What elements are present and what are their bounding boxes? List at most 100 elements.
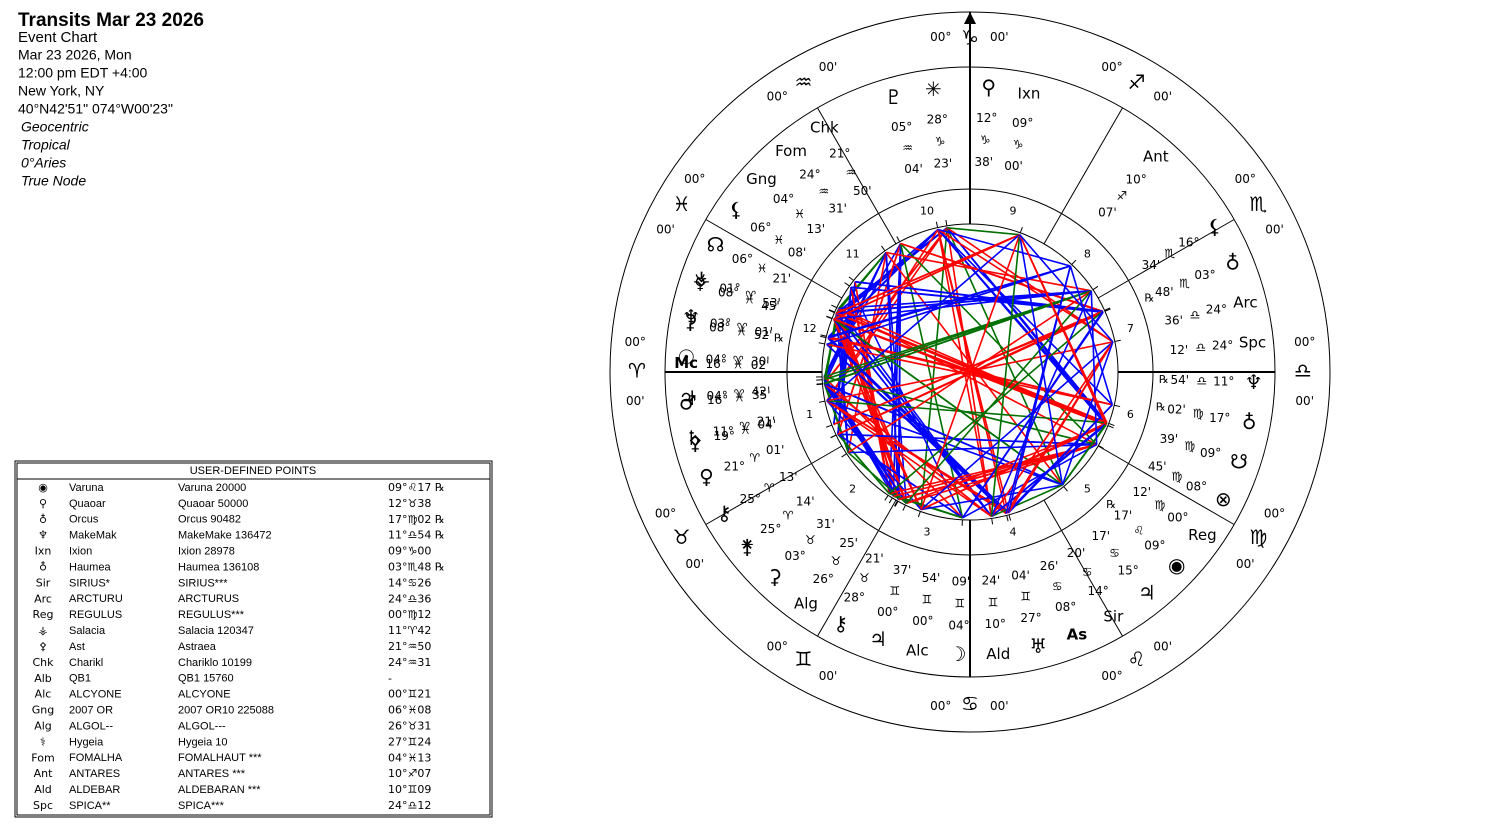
- row-desc: Salacia 120347: [178, 625, 254, 637]
- row-name: Salacia: [69, 625, 106, 637]
- row-desc: Hygeia 10: [178, 736, 228, 748]
- body-minute: 31': [828, 201, 847, 215]
- aspect-line: [837, 433, 890, 495]
- body-degree: 09°: [1144, 539, 1165, 553]
- body-minute: 30': [751, 355, 770, 369]
- body-tick: [935, 221, 939, 228]
- aspect-line: [835, 313, 850, 453]
- body-tick: [884, 495, 889, 501]
- body-label: Fom: [775, 142, 807, 160]
- body-tick: [841, 453, 847, 458]
- row-name: Ast: [69, 641, 85, 653]
- body-label: ☊: [707, 232, 725, 256]
- sign-bg: [959, 694, 981, 716]
- body-sign: ♓: [733, 357, 744, 371]
- cusp-degree: 00°: [655, 506, 676, 520]
- row-name: FOMALHA: [69, 752, 123, 764]
- sign-glyph: ♊: [795, 647, 813, 671]
- aspect-line: [833, 233, 1020, 321]
- body-minute: 07': [1098, 206, 1117, 220]
- body-sign: ♊: [955, 596, 966, 610]
- row-abbr: Ixn: [35, 545, 52, 558]
- aspect-line: [826, 234, 1021, 402]
- aspect-line: [990, 234, 1021, 517]
- sign-glyph: ♉: [673, 525, 691, 549]
- title: Transits Mar 23 2026: [18, 10, 204, 31]
- row-pos: 11°♈42: [388, 624, 431, 637]
- row-desc: 2007 OR10 225088: [178, 705, 274, 717]
- cusp-degree: 00°: [930, 30, 951, 44]
- body-retro: ℞: [1145, 291, 1155, 304]
- body-sign: ♌: [1133, 524, 1144, 538]
- row-abbr: ♆: [38, 529, 48, 542]
- body-tick: [1114, 339, 1121, 342]
- house-number: 12: [803, 322, 817, 335]
- aspect-line: [826, 399, 1107, 424]
- body-degree: 06°: [732, 252, 753, 266]
- body-sign: ♋: [1109, 546, 1120, 560]
- cusp-minute: 00': [990, 30, 1009, 44]
- row-abbr: ♁: [39, 513, 47, 526]
- body-minute: 04': [1011, 568, 1030, 582]
- row-desc: Haumea 136108: [178, 561, 259, 573]
- row-desc: Varuna 20000: [178, 482, 246, 494]
- row-name: Varuna: [69, 482, 105, 494]
- body-minute: 54': [922, 571, 941, 585]
- aspect-line: [836, 289, 1092, 315]
- house-cusp: [1097, 445, 1235, 525]
- header-setting: Geocentric: [21, 119, 89, 135]
- row-desc: Ixion 28978: [178, 546, 235, 558]
- body-minute: 21': [773, 271, 792, 285]
- body-degree: 09°: [1012, 116, 1033, 130]
- sign-glyph: ♋: [961, 692, 979, 716]
- row-abbr: Alc: [35, 688, 52, 701]
- house-cusp: [705, 219, 843, 299]
- body-tick: [826, 424, 833, 428]
- body-tick: [844, 282, 850, 287]
- sign-bg: [1292, 361, 1314, 383]
- house-number: 2: [849, 482, 856, 495]
- body-tick: [1107, 425, 1114, 429]
- sign-bg: [670, 527, 693, 550]
- body-label: Gng: [746, 170, 777, 188]
- house-cusp: [817, 107, 897, 245]
- house-number: 6: [1127, 408, 1134, 421]
- body-tick: [830, 434, 837, 439]
- aspect-line: [826, 265, 1071, 346]
- row-pos: 00°♊21: [388, 688, 431, 701]
- cusp-degree: 00°: [767, 89, 788, 103]
- body-minute: 48': [1155, 285, 1174, 299]
- body-sign: ♎: [1196, 374, 1207, 388]
- aspect-line: [826, 400, 992, 518]
- row-name: Orcus: [69, 514, 99, 526]
- header-line: Mar 23 2026, Mon: [18, 47, 132, 63]
- aspect-line: [1061, 341, 1114, 486]
- body-sign: ♈: [734, 387, 745, 401]
- row-pos: 24°♒31: [388, 656, 431, 669]
- body-sign: ♑: [980, 133, 991, 147]
- body-label: ⚴: [688, 430, 703, 454]
- row-abbr: Gng: [32, 704, 54, 717]
- cusp-minute: 00': [1295, 394, 1314, 408]
- cusp-minute: 00': [1236, 557, 1255, 571]
- body-degree: 08°: [1055, 600, 1076, 614]
- cusp-degree: 00°: [684, 172, 705, 186]
- body-minute: 25': [839, 536, 858, 550]
- row-abbr: Spc: [33, 799, 53, 812]
- body-minute: 12': [1133, 485, 1152, 499]
- aspect-line: [837, 433, 963, 519]
- body-sign: ♓: [734, 391, 745, 405]
- body-minute: 01': [766, 443, 785, 457]
- body-sign: ♍: [1154, 498, 1165, 512]
- body-degree: 03°: [1194, 268, 1215, 282]
- row-pos: 06°♓08: [388, 704, 431, 717]
- body-label: ⚷: [717, 501, 732, 525]
- house-cusp: [1043, 499, 1123, 637]
- body-minute: 12': [1170, 343, 1189, 357]
- body-label: ⊗: [1215, 487, 1232, 511]
- row-name: ALGOL--: [69, 720, 113, 732]
- house-cusp: [1043, 107, 1123, 245]
- body-tick: [894, 500, 898, 507]
- row-name: Ixion: [69, 546, 92, 558]
